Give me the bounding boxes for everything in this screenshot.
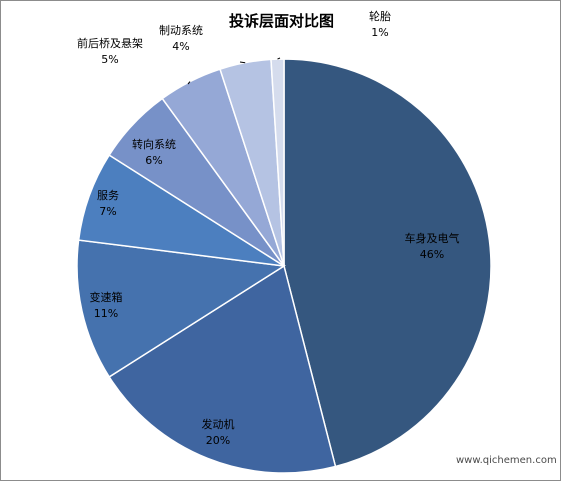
- slice-label-3: 变速箱: [90, 290, 123, 304]
- slice-label-1: 车身及电气: [405, 231, 460, 245]
- slice-value-1: 46%: [420, 248, 444, 261]
- slice-label-4: 服务: [97, 189, 119, 202]
- slice-label-2: 发动机: [202, 417, 235, 431]
- slice-value-4: 7%: [99, 205, 116, 218]
- leader-line-7: [239, 61, 246, 64]
- slice-value-8: 1%: [371, 26, 388, 39]
- slice-value-5: 6%: [145, 154, 162, 167]
- pie-slice-2: [108, 264, 337, 474]
- slice-label-6: 前后桥及悬架: [77, 36, 143, 50]
- pie-slice-3: [76, 239, 287, 378]
- pie-slice-1: [283, 58, 492, 468]
- leader-line-8: [277, 57, 281, 60]
- watermark-text: www.qichemen.com: [456, 455, 557, 466]
- slice-label-7: 制动系统: [159, 24, 203, 37]
- pie-slice-8: [270, 58, 285, 267]
- slice-value-6: 5%: [101, 53, 118, 66]
- slice-label-5: 转向系统: [132, 137, 176, 151]
- chart-title: 投诉层面对比图: [228, 12, 334, 30]
- slice-label-8: 轮胎: [369, 9, 391, 23]
- slice-value-3: 11%: [94, 307, 118, 320]
- leader-line-6: [187, 81, 191, 85]
- slice-value-7: 4%: [172, 40, 189, 53]
- slice-value-2: 20%: [206, 434, 230, 447]
